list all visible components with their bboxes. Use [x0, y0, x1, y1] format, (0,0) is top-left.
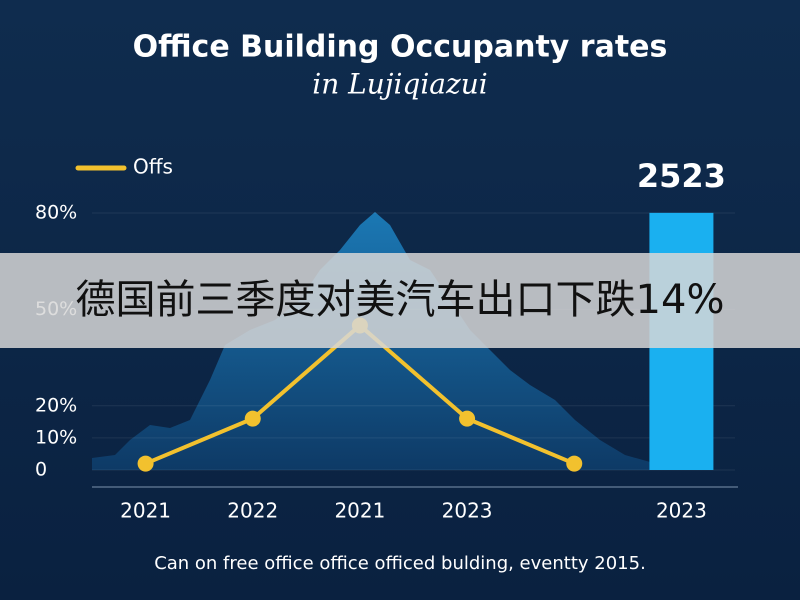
x-tick-label: 2022: [227, 499, 278, 523]
y-tick-label: 10%: [35, 426, 77, 448]
legend-label: Offs: [133, 155, 173, 179]
bar-value-label: 2523: [637, 157, 726, 195]
line-point: [244, 410, 261, 427]
x-tick-label: 2021: [334, 499, 385, 523]
overlay-banner: [0, 253, 800, 348]
chart-subtitle: in Lujiqiazui: [312, 68, 487, 101]
footnote: Can on free office office officed buldin…: [154, 553, 646, 574]
y-tick-label: 0: [35, 459, 47, 481]
chart-title: Office Building Occupanty rates: [133, 30, 668, 65]
line-point: [566, 455, 583, 472]
x-tick-label: 2023: [656, 499, 707, 523]
overlay-caption: 德国前三季度对美汽车出口下跌14%: [76, 277, 725, 323]
legend: Offs: [75, 155, 173, 179]
x-tick-label: 2021: [120, 499, 171, 523]
x-tick-label: 2023: [442, 499, 493, 523]
y-tick-label: 20%: [35, 394, 77, 416]
line-point: [137, 455, 154, 472]
line-point: [459, 410, 476, 427]
y-tick-label: 80%: [35, 202, 77, 224]
